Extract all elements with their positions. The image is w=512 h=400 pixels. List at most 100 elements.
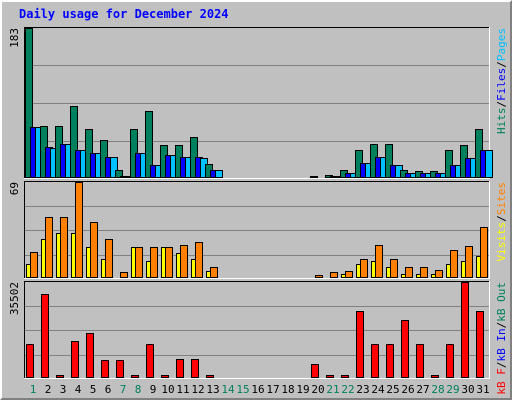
bar [56,375,64,378]
bar [330,272,338,278]
legend-item: Visits [495,222,508,262]
bar [195,242,203,278]
bar [101,360,109,378]
bar [435,270,443,278]
bar [120,272,128,278]
x-tick-label: 2 [45,383,52,396]
bar [165,247,173,278]
x-tick-label: 10 [161,383,174,396]
legend-separator: / [495,61,508,68]
x-tick-label: 24 [371,383,385,396]
bar [446,344,454,378]
bar [450,250,458,278]
bar [326,375,334,378]
bar [71,341,79,378]
legend-item: Hits [495,108,508,135]
bar [215,170,223,178]
bar [41,294,49,378]
bar [90,222,98,278]
x-tick-label: 21 [326,383,339,396]
legend: Hits/Files/Pages [495,28,508,134]
bar [105,239,113,278]
bar [386,344,394,378]
bar [341,375,349,378]
legend-item: Sites [495,182,508,215]
bar [25,28,33,178]
x-tick-label: 20 [311,383,324,396]
bar [150,247,158,278]
x-tick-label: 3 [60,383,67,396]
bar [420,267,428,278]
bar [145,111,153,178]
x-tick-label: 8 [135,383,142,396]
bar [405,267,413,278]
bar [131,375,139,378]
bar [70,106,78,178]
legend-separator: / [495,322,508,329]
bar [146,344,154,378]
x-tick-label: 23 [356,383,369,396]
legend-separator: / [495,362,508,369]
bar [360,259,368,278]
bar [390,259,398,278]
bar [135,247,143,278]
chart-title: Daily usage for December 2024 [19,7,229,21]
bar [401,320,409,378]
y-max-label: 69 [8,182,21,195]
bar [445,150,453,178]
bar [30,252,38,278]
bar [86,333,94,378]
bar [371,344,379,378]
x-tick-label: 22 [341,383,354,396]
bar [461,282,469,378]
legend-item: kB F [495,368,508,395]
x-tick-label: 30 [461,383,474,396]
legend-item: Pages [495,28,508,61]
bar [315,275,323,278]
bar [480,227,488,278]
bar [356,311,364,378]
bar [75,182,83,278]
bar [385,144,393,178]
x-tick-label: 4 [75,383,82,396]
legend: Visits/Sites [495,182,508,262]
bar [116,360,124,378]
x-tick-label: 5 [90,383,97,396]
x-tick-label: 19 [296,383,309,396]
bar [26,344,34,378]
bar [115,170,123,178]
x-tick-label: 12 [191,383,204,396]
bar [311,364,319,378]
x-tick-label: 1 [30,383,37,396]
bar [465,246,473,278]
x-tick-label: 9 [150,383,157,396]
x-tick-label: 11 [176,383,189,396]
x-tick-label: 26 [401,383,414,396]
x-tick-label: 7 [120,383,127,396]
bar [110,157,118,178]
legend-item: kB Out [495,282,508,322]
legend-item: Files [495,68,508,101]
x-tick-label: 27 [416,383,429,396]
y-max-label: 35502 [8,282,21,315]
x-tick-label: 17 [266,383,279,396]
bar [206,375,214,378]
bar [345,271,353,278]
x-tick-label: 15 [236,383,249,396]
bar [375,245,383,278]
y-max-label: 183 [8,28,21,48]
legend-item: kB In [495,328,508,361]
x-tick-label: 25 [386,383,399,396]
x-tick-label: 14 [221,383,235,396]
bar [180,245,188,278]
bar [310,176,318,178]
x-tick-label: 13 [206,383,219,396]
legend: kB F/kB In/kB Out [495,282,508,395]
bar [431,375,439,378]
bar [210,267,218,278]
bar [416,344,424,378]
bar [191,359,199,378]
bar [485,150,493,178]
bar [161,375,169,378]
